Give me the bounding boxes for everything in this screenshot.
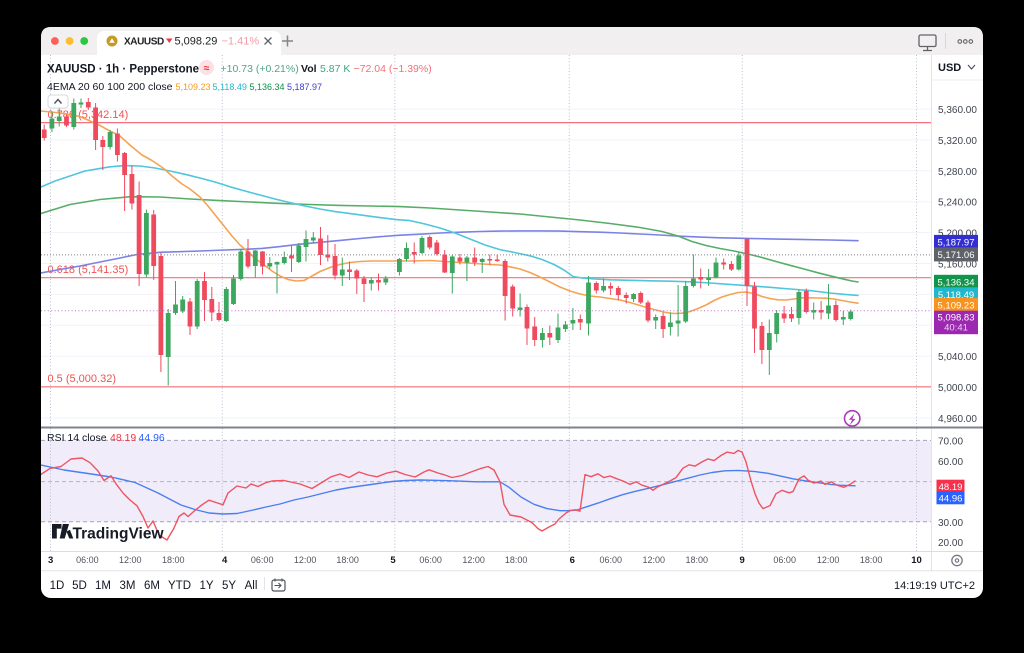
svg-text:18:00: 18:00 (860, 555, 883, 565)
svg-text:5: 5 (390, 555, 396, 566)
svg-text:06:00: 06:00 (773, 555, 796, 565)
svg-text:5,136.34: 5,136.34 (250, 82, 285, 92)
svg-text:12:00: 12:00 (643, 555, 666, 565)
svg-text:5,109.23: 5,109.23 (938, 301, 975, 312)
svg-text:6: 6 (570, 555, 575, 566)
svg-text:5,187.97: 5,187.97 (287, 82, 322, 92)
svg-text:44.96: 44.96 (939, 493, 963, 504)
svg-text:4EMA 20 60 100 200 close: 4EMA 20 60 100 200 close (47, 81, 173, 93)
svg-text:5,360.00: 5,360.00 (938, 105, 977, 116)
svg-text:6M: 6M (144, 580, 160, 592)
svg-text:12:00: 12:00 (294, 555, 317, 565)
svg-text:06:00: 06:00 (600, 555, 623, 565)
svg-text:5,098.29: 5,098.29 (175, 36, 218, 48)
svg-text:5.87 K: 5.87 K (320, 63, 350, 75)
svg-text:4,960.00: 4,960.00 (938, 414, 977, 425)
svg-text:44.96: 44.96 (139, 432, 165, 444)
svg-text:12:00: 12:00 (817, 555, 840, 565)
svg-text:0.618 (5,141.35): 0.618 (5,141.35) (48, 264, 129, 276)
svg-text:18:00: 18:00 (505, 555, 528, 565)
svg-text:+10.73 (+0.21%): +10.73 (+0.21%) (221, 63, 299, 75)
svg-text:1M: 1M (95, 580, 111, 592)
svg-text:18:00: 18:00 (336, 555, 359, 565)
svg-text:5,118.49: 5,118.49 (938, 290, 974, 301)
svg-text:5D: 5D (72, 580, 87, 592)
svg-text:Vol: Vol (301, 63, 317, 75)
svg-text:5,240.00: 5,240.00 (938, 198, 977, 209)
svg-text:06:00: 06:00 (419, 555, 442, 565)
svg-text:06:00: 06:00 (76, 555, 99, 565)
svg-text:3M: 3M (120, 580, 136, 592)
svg-text:18:00: 18:00 (162, 555, 185, 565)
svg-text:4: 4 (222, 555, 228, 566)
svg-text:3: 3 (48, 555, 53, 566)
svg-text:5Y: 5Y (222, 580, 236, 592)
svg-text:5,280.00: 5,280.00 (938, 167, 977, 178)
svg-text:RSI 14 close: RSI 14 close (47, 432, 107, 444)
svg-text:0.5 (5,000.32): 0.5 (5,000.32) (48, 373, 117, 385)
svg-text:1D: 1D (50, 580, 65, 592)
svg-text:14:19:19 UTC+2: 14:19:19 UTC+2 (894, 580, 975, 592)
svg-text:48.19: 48.19 (939, 482, 963, 493)
svg-text:5,160.00: 5,160.00 (938, 260, 977, 271)
svg-text:18:00: 18:00 (686, 555, 709, 565)
svg-text:30.00: 30.00 (938, 518, 963, 529)
svg-text:5,000.00: 5,000.00 (938, 383, 977, 394)
svg-text:48.19: 48.19 (110, 432, 136, 444)
svg-text:−1.41%: −1.41% (222, 36, 260, 48)
svg-text:XAUUSD: XAUUSD (124, 37, 164, 48)
svg-text:60.00: 60.00 (938, 457, 963, 468)
svg-text:5,171.06: 5,171.06 (938, 250, 975, 261)
svg-text:70.00: 70.00 (938, 436, 963, 447)
svg-text:40:41: 40:41 (944, 323, 968, 334)
svg-text:5,098.83: 5,098.83 (938, 312, 975, 323)
svg-text:USD: USD (938, 62, 961, 74)
svg-text:TradingView: TradingView (73, 526, 165, 543)
svg-text:12:00: 12:00 (462, 555, 485, 565)
svg-text:5,200.00: 5,200.00 (938, 229, 977, 240)
svg-text:5,109.23: 5,109.23 (176, 82, 211, 92)
svg-text:5,040.00: 5,040.00 (938, 352, 977, 363)
svg-text:1Y: 1Y (199, 580, 213, 592)
svg-text:5,136.34: 5,136.34 (938, 277, 975, 288)
svg-text:5,118.49: 5,118.49 (213, 82, 247, 92)
svg-text:XAUUSD · 1h · Pepperstone: XAUUSD · 1h · Pepperstone (47, 64, 199, 76)
svg-text:≈: ≈ (204, 63, 210, 75)
svg-text:10: 10 (911, 555, 922, 566)
svg-text:All: All (245, 580, 258, 592)
svg-text:−72.04 (−1.39%): −72.04 (−1.39%) (354, 63, 432, 75)
svg-text:20.00: 20.00 (938, 538, 963, 549)
svg-text:5,187.97: 5,187.97 (938, 238, 975, 249)
svg-text:5,320.00: 5,320.00 (938, 136, 977, 147)
svg-text:12:00: 12:00 (119, 555, 142, 565)
svg-text:9: 9 (740, 555, 745, 566)
svg-text:YTD: YTD (168, 580, 191, 592)
svg-text:06:00: 06:00 (251, 555, 274, 565)
